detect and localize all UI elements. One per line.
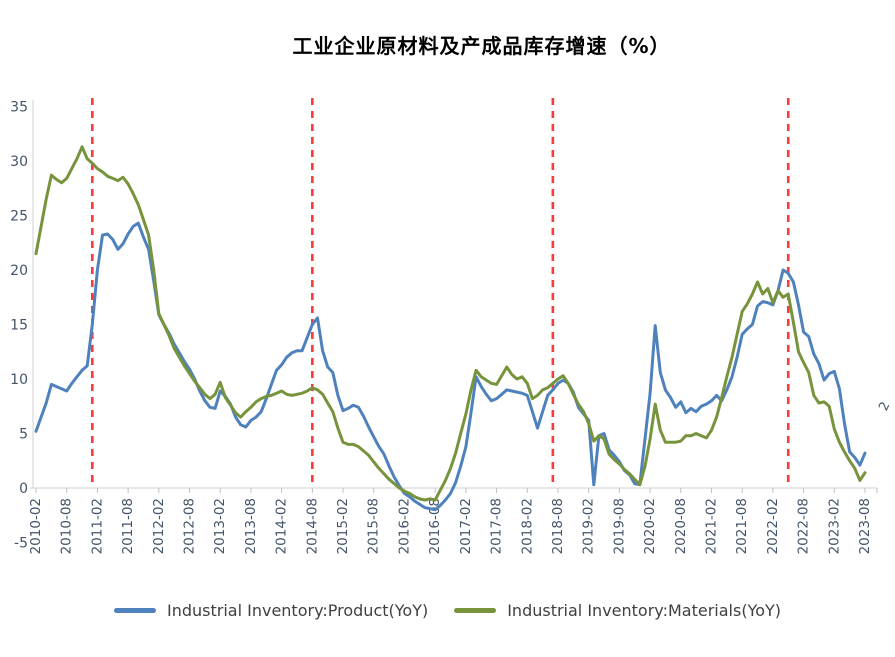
y-tick-label: 35 [10,100,28,116]
y-tick-label: 10 [10,372,28,388]
x-tick-label: 2012-08 [182,498,198,554]
series-line-materials [34,145,867,502]
x-tick-label: 2010-08 [59,498,75,554]
clipped-stray-label: 2 [876,400,893,414]
x-tick-label: 2021-08 [734,498,750,554]
y-tick-label: -5 [14,536,28,552]
series-line-product [34,221,867,512]
legend-label-product: Industrial Inventory:Product(YoY) [166,601,429,620]
y-tick-label: 30 [10,154,28,170]
x-tick-label: 2013-08 [243,498,259,554]
chart-title: 工业企业原材料及产成品库存增速（%） [292,34,671,58]
legend-item-product: Industrial Inventory:Product(YoY) [113,601,429,620]
y-tick-label: 0 [19,481,28,497]
x-tick-label: 2010-02 [28,498,44,554]
x-tick-label: 2011-08 [120,498,136,554]
chart-plot-area: 35 30 25 20 15 10 5 0 -5 2010-02 2010-08 2011-02 201… [10,98,893,554]
legend-label-materials: Industrial Inventory:Materials(YoY) [507,601,782,620]
y-tick-label: 15 [10,318,28,334]
y-tick-label: 5 [19,427,28,443]
x-tick-label: 2017-08 [489,498,505,554]
x-tick-label: 2016-08 [427,498,443,554]
x-tick-label: 2018-08 [550,498,566,554]
x-tick-label: 2019-08 [611,498,627,554]
x-tick-label: 2020-02 [642,498,658,554]
y-tick-label: 20 [10,263,28,279]
x-tick-label: 2014-08 [304,498,320,554]
x-tick-label: 2016-02 [396,498,412,554]
x-tick-label: 2019-02 [581,498,597,554]
materials-line-swatch-icon [454,608,497,613]
x-tick-label: 2020-08 [673,498,689,554]
x-tick-label: 2013-02 [212,498,228,554]
x-tick-label: 2021-02 [703,498,719,554]
legend-item-materials: Industrial Inventory:Materials(YoY) [454,601,781,620]
x-tick-label: 2015-08 [366,498,382,554]
x-tick-label: 2018-02 [519,498,535,554]
x-tick-label: 2022-08 [796,498,812,554]
x-tick-label: 2012-02 [151,498,167,554]
x-tick-label: 2023-02 [826,498,842,554]
x-tick-label: 2011-02 [89,498,105,554]
x-tick-label: 2014-02 [274,498,290,554]
x-tick-label: 2022-02 [765,498,781,554]
y-tick-label: 25 [10,209,28,225]
x-tick-label: 2023-08 [857,498,873,554]
x-tick-label: 2015-02 [335,498,351,554]
chart-legend: Industrial Inventory:Product(YoY) Indust… [0,601,895,620]
x-tick-label: 2017-02 [458,498,474,554]
product-line-swatch-icon [113,608,156,613]
